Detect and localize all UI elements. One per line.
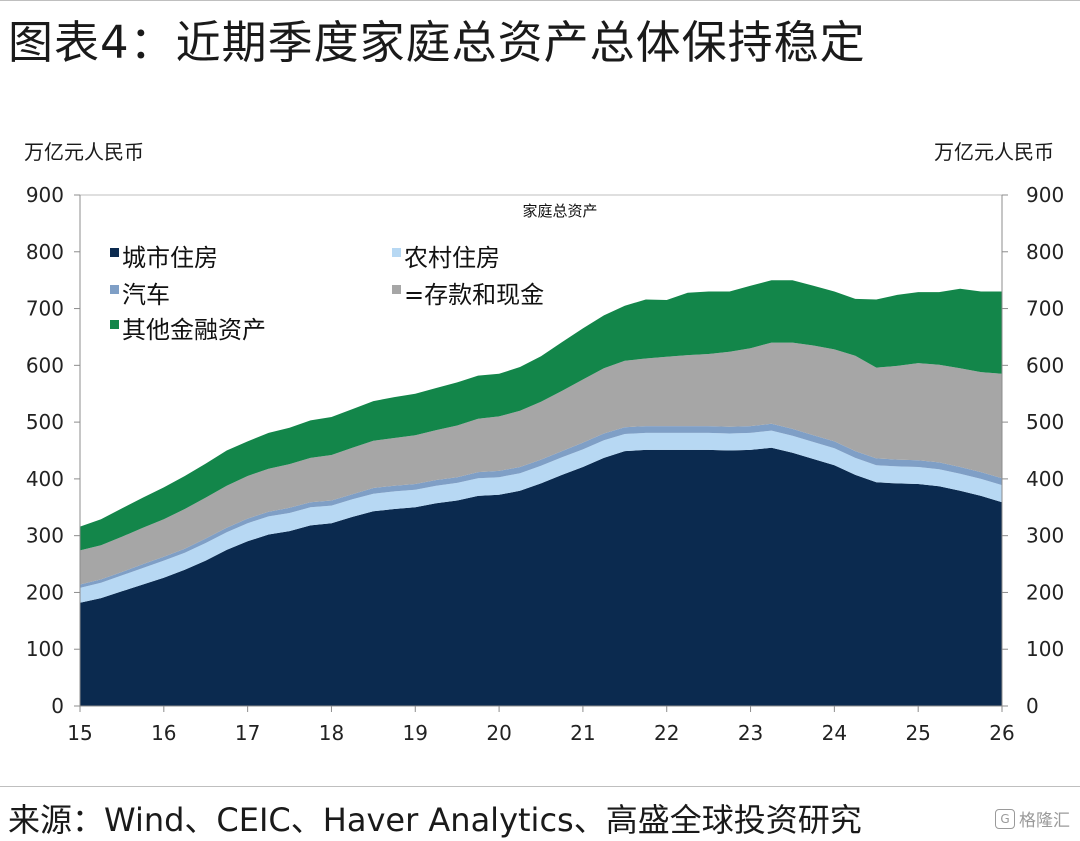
area-series-layer: [80, 280, 1002, 706]
legend-label-3: 汽车: [122, 281, 170, 309]
x-tick-label: 23: [738, 721, 763, 745]
y-tick-label-right: 500: [1026, 410, 1064, 434]
tick-labels-layer: 0 0 100 100 200 200 300 300 400 400 500 500 600 600 70…: [26, 183, 1064, 745]
x-tick-label: 15: [67, 721, 92, 745]
top-divider: [0, 0, 1080, 1]
y-tick-label-left: 400: [26, 467, 64, 491]
source-note: 来源：Wind、CEIC、Haver Analytics、高盛全球投资研究: [8, 801, 862, 839]
watermark: G 格隆汇: [995, 806, 1070, 831]
y-tick-label-left: 300: [26, 524, 64, 548]
page-title: 图表4：近期季度家庭总资产总体保持稳定: [8, 16, 866, 69]
x-tick-label: 25: [905, 721, 930, 745]
legend-swatch-4: [392, 285, 401, 294]
legend-swatch-1: [110, 248, 119, 257]
y-tick-label-right: 400: [1026, 467, 1064, 491]
y-tick-label-left: 600: [26, 353, 64, 377]
legend-label-4: =存款和现金: [404, 281, 544, 309]
x-tick-label: 24: [822, 721, 847, 745]
x-tick-label: 21: [570, 721, 595, 745]
y-tick-label-right: 900: [1026, 183, 1064, 207]
y-tick-label-right: 100: [1026, 637, 1064, 661]
y-tick-label-right: 0: [1026, 694, 1039, 718]
x-tick-label: 17: [235, 721, 260, 745]
chart-inner-title: 家庭总资产: [522, 202, 597, 220]
legend-label-2: 农村住房: [404, 244, 500, 272]
area-series-4: [80, 342, 1002, 585]
right-axis-unit-label: 万亿元人民币: [934, 140, 1054, 164]
legend-swatch-3: [110, 285, 119, 294]
y-tick-label-left: 800: [26, 240, 64, 264]
x-tick-label: 26: [989, 721, 1014, 745]
stacked-area-chart: 0 0 100 100 200 200 300 300 400 400 500 500 600 600 70…: [26, 183, 1064, 745]
y-tick-label-left: 200: [26, 580, 64, 604]
y-tick-label-left: 900: [26, 183, 64, 207]
x-tick-label: 19: [403, 721, 428, 745]
y-tick-label-right: 200: [1026, 580, 1064, 604]
gelonghui-logo-icon: G: [995, 808, 1015, 829]
legend-label-1: 城市住房: [122, 244, 218, 272]
y-tick-label-right: 300: [1026, 524, 1064, 548]
y-tick-label-left: 100: [26, 637, 64, 661]
x-tick-label: 16: [151, 721, 176, 745]
axes-layer: [74, 194, 1008, 712]
x-tick-label: 22: [654, 721, 679, 745]
y-tick-label-left: 500: [26, 410, 64, 434]
y-tick-label-left: 0: [51, 694, 64, 718]
x-tick-label: 18: [319, 721, 344, 745]
area-series-1: [80, 447, 1002, 706]
y-tick-label-right: 700: [1026, 297, 1064, 321]
x-tick-label: 20: [486, 721, 511, 745]
watermark-text: 格隆汇: [1019, 811, 1070, 831]
legend-swatch-2: [392, 248, 401, 257]
legend-swatch-5: [110, 320, 119, 329]
y-tick-label-right: 800: [1026, 240, 1064, 264]
legend-label-5: 其他金融资产: [122, 316, 266, 344]
source-divider: [0, 786, 1080, 787]
area-series-5: [80, 280, 1002, 551]
y-tick-label-left: 700: [26, 297, 64, 321]
y-tick-label-right: 600: [1026, 353, 1064, 377]
left-axis-unit-label: 万亿元人民币: [24, 140, 144, 164]
